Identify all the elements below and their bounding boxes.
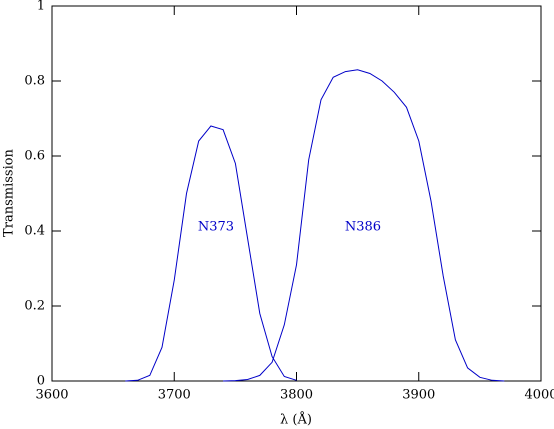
- x-tick-label: 3700: [158, 388, 191, 403]
- y-tick-label: 0.6: [24, 149, 45, 164]
- x-tick-label: 3600: [35, 388, 68, 403]
- transmission-curve: [223, 69, 505, 382]
- x-tick-label: 4000: [524, 388, 554, 403]
- curve-label: N386: [345, 220, 381, 235]
- y-tick-label: 1: [37, 0, 45, 14]
- y-tick-label: 0.8: [24, 74, 45, 89]
- y-tick-label: 0: [37, 374, 45, 389]
- plot-frame: [51, 5, 542, 382]
- y-tick-label: 0.2: [24, 299, 45, 314]
- x-tick-label: 3900: [402, 388, 435, 403]
- curve-label: N373: [198, 220, 234, 235]
- y-axis-label: Transmission: [2, 148, 17, 236]
- y-tick-label: 0.4: [24, 224, 45, 239]
- x-axis-label: λ (Å): [280, 412, 312, 428]
- transmission-curve: [125, 125, 297, 382]
- x-tick-label: 3800: [280, 388, 313, 403]
